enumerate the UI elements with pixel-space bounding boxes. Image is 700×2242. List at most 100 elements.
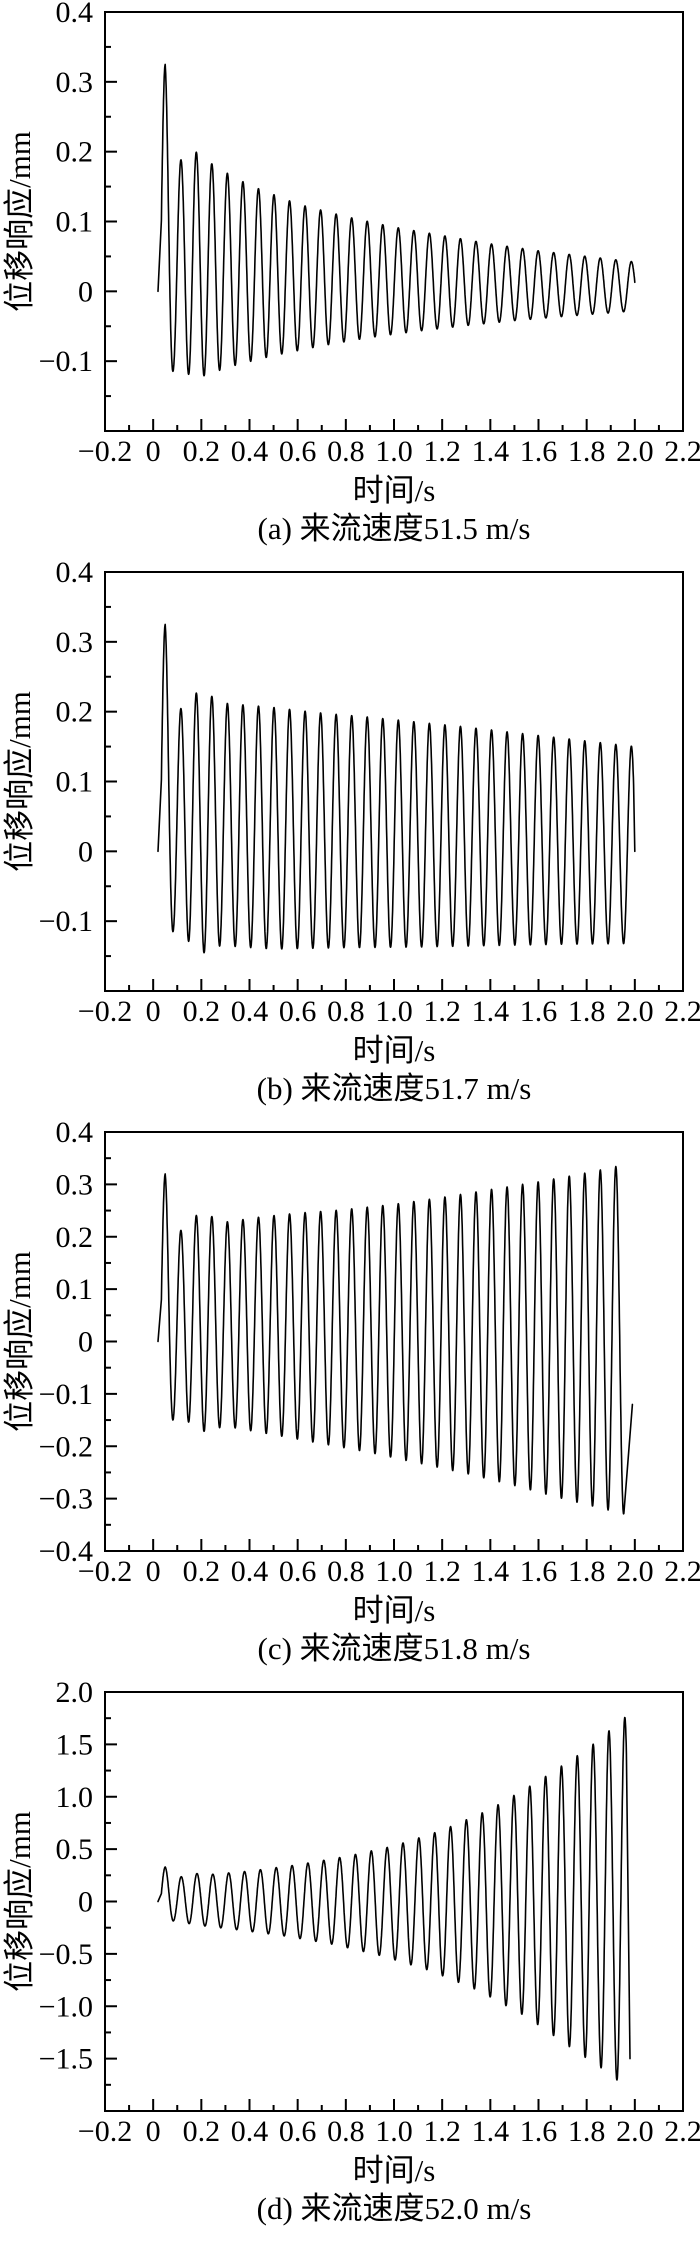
y-tick-label: 0.4 bbox=[56, 1120, 94, 1149]
x-tick-label: 0.2 bbox=[183, 2115, 221, 2148]
x-tick-label: 0 bbox=[146, 435, 161, 468]
x-axis-label: 时间/s bbox=[353, 1593, 436, 1625]
chart-caption-c: (c) 来流速度51.8 m/s bbox=[257, 1631, 531, 1666]
y-axis-label: 位移响应/mm bbox=[2, 131, 37, 312]
x-tick-label: 2.2 bbox=[664, 995, 700, 1028]
y-tick-label: 0.3 bbox=[56, 66, 94, 99]
x-tick-label: 2.0 bbox=[616, 995, 654, 1028]
chart-plot-a: −0.2 0 0.2 0.4 0.6 0.8 1.0 1.2 1.4 1.6 1.8 2.0 2.2 0.… bbox=[0, 0, 700, 505]
chart-caption-a: (a) 来流速度51.5 m/s bbox=[257, 511, 531, 546]
x-tick-label: 0.8 bbox=[327, 2115, 365, 2148]
y-tick-label: 0.4 bbox=[56, 560, 94, 589]
y-axis-label: 位移响应/mm bbox=[2, 1251, 37, 1432]
chart-caption-b: (b) 来流速度51.7 m/s bbox=[256, 1071, 532, 1106]
x-tick-label: 0 bbox=[146, 995, 161, 1028]
chart-panel-c: −0.2 0 0.2 0.4 0.6 0.8 1.0 1.2 1.4 1.6 1.8 2.0 2.2 0.… bbox=[0, 1120, 700, 1680]
y-tick-label: 0.1 bbox=[56, 1273, 94, 1306]
y-tick-label: −1.0 bbox=[39, 1990, 93, 2023]
x-tick-label: 1.4 bbox=[472, 995, 510, 1028]
chart-plot-c: −0.2 0 0.2 0.4 0.6 0.8 1.0 1.2 1.4 1.6 1.8 2.0 2.2 0.… bbox=[0, 1120, 700, 1625]
x-tick-label: 0 bbox=[146, 2115, 161, 2148]
y-tick-label: 1.5 bbox=[56, 1728, 94, 1761]
y-tick-label: 0 bbox=[78, 1326, 93, 1359]
x-tick-label: −0.2 bbox=[78, 1555, 132, 1588]
chart-panel-a: −0.2 0 0.2 0.4 0.6 0.8 1.0 1.2 1.4 1.6 1.8 2.0 2.2 0.… bbox=[0, 0, 700, 560]
x-tick-label: 0.8 bbox=[327, 995, 365, 1028]
y-tick-label: 0 bbox=[78, 835, 93, 868]
x-tick-label: 1.2 bbox=[423, 435, 461, 468]
x-tick-label: 1.0 bbox=[375, 435, 413, 468]
chart-plot-b: −0.2 0 0.2 0.4 0.6 0.8 1.0 1.2 1.4 1.6 1.8 2.0 2.2 0.… bbox=[0, 560, 700, 1065]
plot-box bbox=[104, 11, 684, 432]
x-tick-label: 2.0 bbox=[616, 435, 654, 468]
x-tick-label: 2.2 bbox=[664, 2115, 700, 2148]
x-tick-label: 0.4 bbox=[231, 995, 269, 1028]
waveform-line bbox=[157, 623, 636, 954]
y-tick-label: 0.5 bbox=[56, 1833, 94, 1866]
y-tick-label: 0.1 bbox=[56, 766, 94, 799]
y-axis-label: 位移响应/mm bbox=[2, 691, 37, 872]
x-tick-label: 0.4 bbox=[231, 435, 269, 468]
x-tick-label: 0.2 bbox=[183, 435, 221, 468]
x-axis-label: 时间/s bbox=[353, 473, 436, 505]
x-tick-label: 0.4 bbox=[231, 2115, 269, 2148]
x-tick-label: −0.2 bbox=[78, 995, 132, 1028]
x-tick-label: 1.8 bbox=[568, 1555, 606, 1588]
chart-svg-c: −0.2 0 0.2 0.4 0.6 0.8 1.0 1.2 1.4 1.6 1.8 2.0 2.2 0.… bbox=[2, 1120, 700, 1625]
x-tick-label: 1.0 bbox=[375, 995, 413, 1028]
x-tick-label: 1.8 bbox=[568, 435, 606, 468]
waveform-line bbox=[157, 1165, 634, 1515]
plot-box bbox=[104, 571, 684, 992]
x-tick-label: 1.2 bbox=[423, 1555, 461, 1588]
x-tick-label: 1.6 bbox=[520, 2115, 558, 2148]
chart-panel-d: −0.2 0 0.2 0.4 0.6 0.8 1.0 1.2 1.4 1.6 1.8 2.0 2.2 2.… bbox=[0, 1680, 700, 2242]
y-tick-label: −0.5 bbox=[39, 1938, 93, 1971]
x-tick-label: 0.8 bbox=[327, 1555, 365, 1588]
x-axis-label: 时间/s bbox=[353, 2153, 436, 2185]
x-tick-label: −0.2 bbox=[78, 2115, 132, 2148]
x-tick-label: 1.4 bbox=[472, 1555, 510, 1588]
x-tick-label: 0.2 bbox=[183, 995, 221, 1028]
x-tick-label: 1.8 bbox=[568, 2115, 606, 2148]
waveform-line bbox=[157, 1716, 631, 2081]
x-tick-label: 1.6 bbox=[520, 1555, 558, 1588]
y-tick-label: −0.1 bbox=[39, 905, 93, 938]
chart-svg-a: −0.2 0 0.2 0.4 0.6 0.8 1.0 1.2 1.4 1.6 1.8 2.0 2.2 0.… bbox=[2, 0, 700, 505]
y-tick-label: −0.4 bbox=[39, 1535, 93, 1568]
x-tick-label: 1.6 bbox=[520, 995, 558, 1028]
chart-svg-d: −0.2 0 0.2 0.4 0.6 0.8 1.0 1.2 1.4 1.6 1.8 2.0 2.2 2.… bbox=[2, 1680, 700, 2185]
y-tick-label: 0.1 bbox=[56, 206, 94, 239]
y-tick-label: −0.3 bbox=[39, 1483, 93, 1516]
chart-caption-d: (d) 来流速度52.0 m/s bbox=[256, 2191, 532, 2226]
y-tick-label: 1.0 bbox=[56, 1781, 94, 1814]
x-tick-label: 1.0 bbox=[375, 1555, 413, 1588]
y-tick-label: −0.1 bbox=[39, 1378, 93, 1411]
x-tick-label: 2.0 bbox=[616, 2115, 654, 2148]
y-tick-label: 0.4 bbox=[56, 0, 94, 29]
y-tick-label: 0.2 bbox=[56, 696, 94, 729]
y-tick-label: −0.2 bbox=[39, 1430, 93, 1463]
x-tick-label: −0.2 bbox=[78, 435, 132, 468]
x-tick-label: 1.8 bbox=[568, 995, 606, 1028]
x-axis-label: 时间/s bbox=[353, 1033, 436, 1065]
y-tick-label: 0 bbox=[78, 1886, 93, 1919]
y-tick-label: 0.2 bbox=[56, 1221, 94, 1254]
x-tick-label: 1.2 bbox=[423, 2115, 461, 2148]
chart-panel-b: −0.2 0 0.2 0.4 0.6 0.8 1.0 1.2 1.4 1.6 1.8 2.0 2.2 0.… bbox=[0, 560, 700, 1120]
x-tick-label: 0.2 bbox=[183, 1555, 221, 1588]
chart-svg-b: −0.2 0 0.2 0.4 0.6 0.8 1.0 1.2 1.4 1.6 1.8 2.0 2.2 0.… bbox=[2, 560, 700, 1065]
x-tick-label: 1.6 bbox=[520, 435, 558, 468]
y-axis-label: 位移响应/mm bbox=[2, 1811, 37, 1992]
x-tick-label: 2.2 bbox=[664, 435, 700, 468]
chart-plot-d: −0.2 0 0.2 0.4 0.6 0.8 1.0 1.2 1.4 1.6 1.8 2.0 2.2 2.… bbox=[0, 1680, 700, 2185]
x-tick-label: 1.4 bbox=[472, 435, 510, 468]
x-tick-label: 0.6 bbox=[279, 1555, 317, 1588]
waveform-line bbox=[157, 63, 636, 377]
x-tick-label: 1.4 bbox=[472, 2115, 510, 2148]
y-tick-label: 0.3 bbox=[56, 1168, 94, 1201]
y-tick-label: 2.0 bbox=[56, 1680, 94, 1709]
y-tick-label: −1.5 bbox=[39, 2043, 93, 2076]
y-tick-label: 0.3 bbox=[56, 626, 94, 659]
x-tick-label: 1.0 bbox=[375, 2115, 413, 2148]
